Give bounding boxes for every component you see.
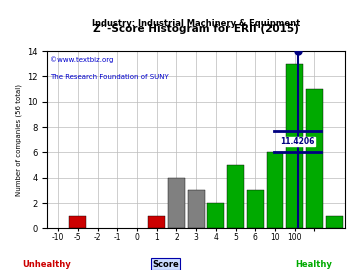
Bar [227,165,244,228]
Bar [267,152,283,228]
Bar [247,190,264,228]
Text: The Research Foundation of SUNY: The Research Foundation of SUNY [50,74,169,80]
Text: Unhealthy: Unhealthy [22,260,71,269]
Bar [188,190,204,228]
Text: 11.4206: 11.4206 [280,137,315,146]
Bar [207,203,224,228]
Text: Industry: Industrial Machinery & Equipment: Industry: Industrial Machinery & Equipme… [92,19,300,28]
Y-axis label: Number of companies (56 total): Number of companies (56 total) [15,84,22,196]
Bar [168,178,185,228]
Bar [286,64,303,228]
Bar [306,89,323,228]
Bar [148,216,165,228]
Title: Z''-Score Histogram for ERII (2015): Z''-Score Histogram for ERII (2015) [93,23,299,33]
Bar [69,216,86,228]
Text: ©www.textbiz.org: ©www.textbiz.org [50,56,114,63]
Text: Score: Score [152,260,179,269]
Bar [326,216,342,228]
Text: Healthy: Healthy [295,260,332,269]
